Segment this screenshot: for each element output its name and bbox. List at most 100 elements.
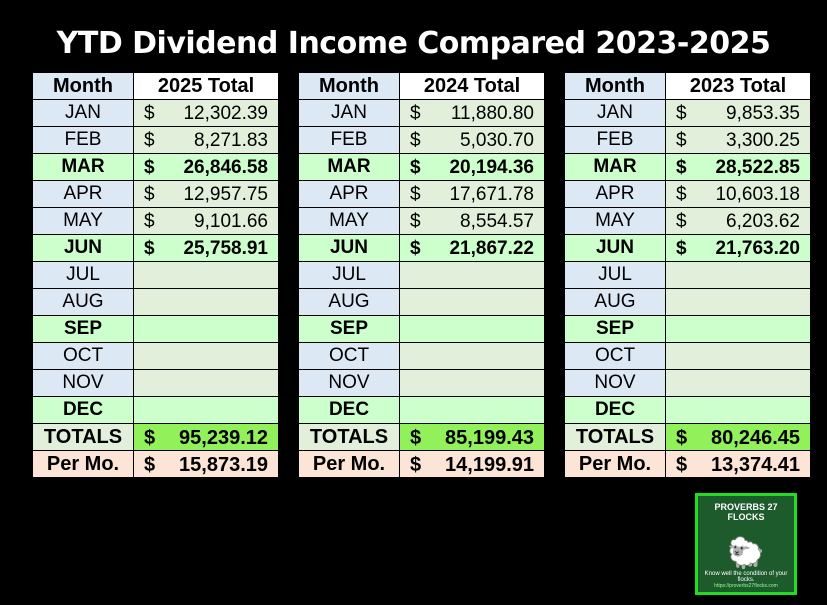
month-cell: FEB	[564, 126, 666, 154]
header-row: Month 2025 Total	[32, 72, 279, 100]
currency-symbol: $	[410, 238, 421, 259]
totals-value: $80,246.45	[665, 423, 811, 451]
month-cell: MAR	[564, 153, 666, 181]
table-row: MAY $9,101.66	[32, 207, 279, 235]
table-row: DEC	[32, 396, 279, 424]
month-cell: JUN	[564, 234, 666, 262]
amount: 95,239.12	[179, 427, 268, 449]
currency-symbol: $	[676, 157, 687, 178]
amount: 20,194.36	[449, 157, 534, 178]
per-month-row: Per Mo. $13,374.41	[564, 450, 811, 478]
month-cell: MAY	[32, 207, 134, 235]
per-month-label: Per Mo.	[32, 450, 134, 478]
total-header: 2024 Total	[399, 72, 545, 100]
totals-row: TOTALS $95,239.12	[32, 423, 279, 451]
currency-symbol: $	[144, 130, 155, 151]
per-month-label: Per Mo.	[564, 450, 666, 478]
amount: 3,300.25	[726, 130, 800, 151]
logo-tagline: Know well the condition of your flocks.	[704, 571, 788, 583]
currency-symbol: $	[676, 103, 687, 124]
month-cell: MAR	[298, 153, 400, 181]
month-cell: DEC	[32, 396, 134, 424]
currency-symbol: $	[410, 157, 421, 178]
amount: 26,846.58	[183, 157, 268, 178]
totals-row: TOTALS $80,246.45	[564, 423, 811, 451]
value-cell	[399, 261, 545, 289]
value-cell: $11,880.80	[399, 99, 545, 127]
totals-value: $85,199.43	[399, 423, 545, 451]
table-row: MAR $28,522.85	[564, 153, 811, 181]
value-cell	[665, 369, 811, 397]
amount: 5,030.70	[460, 130, 534, 151]
table-row: JUL	[298, 261, 545, 289]
currency-symbol: $	[144, 211, 155, 232]
currency-symbol: $	[144, 103, 155, 124]
amount: 9,101.66	[194, 211, 268, 232]
table-row: MAY $8,554.57	[298, 207, 545, 235]
amount: 15,873.19	[179, 454, 268, 476]
value-cell	[133, 369, 279, 397]
value-cell	[399, 396, 545, 424]
currency-symbol: $	[676, 454, 688, 476]
header-row: Month 2024 Total	[298, 72, 545, 100]
value-cell: $25,758.91	[133, 234, 279, 262]
per-month-row: Per Mo. $15,873.19	[32, 450, 279, 478]
value-cell	[133, 261, 279, 289]
totals-label: TOTALS	[564, 423, 666, 451]
table-row: FEB $8,271.83	[32, 126, 279, 154]
value-cell	[665, 315, 811, 343]
table-row: JUL	[564, 261, 811, 289]
value-cell: $28,522.85	[665, 153, 811, 181]
value-cell: $12,302.39	[133, 99, 279, 127]
table-row: JAN $12,302.39	[32, 99, 279, 127]
amount: 10,603.18	[715, 184, 800, 205]
month-cell: JUN	[298, 234, 400, 262]
sheep-icon: 🐑	[727, 537, 765, 570]
month-header: Month	[564, 72, 666, 100]
table-row: OCT	[32, 342, 279, 370]
month-cell: APR	[32, 180, 134, 208]
table-row: FEB $3,300.25	[564, 126, 811, 154]
table-row: DEC	[298, 396, 545, 424]
amount: 9,853.35	[726, 103, 800, 124]
value-cell: $9,853.35	[665, 99, 811, 127]
month-cell: MAY	[298, 207, 400, 235]
currency-symbol: $	[144, 427, 156, 449]
month-cell: JUL	[298, 261, 400, 289]
table-row: APR $10,603.18	[564, 180, 811, 208]
value-cell: $20,194.36	[399, 153, 545, 181]
amount: 13,374.41	[711, 454, 800, 476]
table-row: APR $17,671.78	[298, 180, 545, 208]
table-row: MAR $26,846.58	[32, 153, 279, 181]
currency-symbol: $	[144, 184, 155, 205]
table-row: OCT	[298, 342, 545, 370]
currency-symbol: $	[410, 454, 422, 476]
table-row: NOV	[564, 369, 811, 397]
value-cell	[133, 396, 279, 424]
table-row: APR $12,957.75	[32, 180, 279, 208]
header-row: Month 2023 Total	[564, 72, 811, 100]
table-row: NOV	[32, 369, 279, 397]
dividend-table-2024: Month 2024 Total JAN $11,880.80 FEB $5,030.70…	[298, 72, 545, 478]
table-row: SEP	[298, 315, 545, 343]
month-cell: OCT	[298, 342, 400, 370]
amount: 80,246.45	[711, 427, 800, 449]
amount: 11,880.80	[450, 103, 534, 124]
month-cell: SEP	[298, 315, 400, 343]
value-cell	[399, 315, 545, 343]
currency-symbol: $	[410, 184, 421, 205]
currency-symbol: $	[676, 184, 687, 205]
table-row: MAR $20,194.36	[298, 153, 545, 181]
table-row: JUN $25,758.91	[32, 234, 279, 262]
month-cell: SEP	[564, 315, 666, 343]
currency-symbol: $	[144, 157, 155, 178]
value-cell	[665, 342, 811, 370]
amount: 17,671.78	[449, 184, 534, 205]
value-cell: $9,101.66	[133, 207, 279, 235]
logo-text: PROVERBS 27 FLOCKS	[714, 502, 778, 522]
month-cell: AUG	[32, 288, 134, 316]
table-row: AUG	[298, 288, 545, 316]
total-header: 2023 Total	[665, 72, 811, 100]
month-cell: NOV	[564, 369, 666, 397]
currency-symbol: $	[410, 103, 421, 124]
